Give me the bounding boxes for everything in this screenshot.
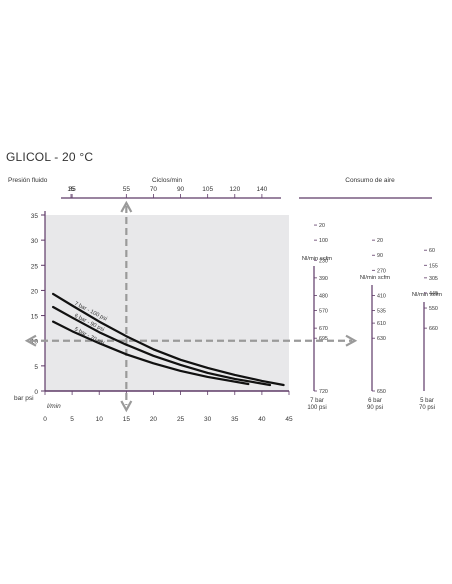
x-tick-label: 10: [96, 416, 104, 423]
series-line: [52, 320, 250, 386]
air-scale-footer: 90 psi: [367, 405, 383, 411]
air-consumption-title: Consumo de aire: [345, 177, 395, 184]
air-scale-value: 270: [377, 268, 386, 274]
air-scale-value: 550: [429, 306, 438, 312]
air-scale-value: 650: [377, 389, 386, 395]
air-scale-value: 90: [377, 253, 383, 259]
air-scale-value: 410: [377, 293, 386, 299]
cycles-axis-title: Ciclos/min: [152, 177, 182, 184]
x-tick-label: 40: [258, 416, 266, 423]
y-tick-label: 20: [31, 288, 39, 295]
air-scale-value: 305: [429, 276, 438, 282]
guide-arrow-down: [120, 400, 133, 413]
air-scale-value: 720: [319, 389, 328, 395]
air-scale-value: 610: [377, 321, 386, 327]
cycles-tick-label: 55: [123, 186, 131, 193]
guide-arrow-left: [24, 334, 37, 347]
air-scale-value: 155: [429, 263, 438, 269]
series-line: [52, 305, 272, 387]
cycles-tick-label: 15: [67, 186, 75, 193]
x-tick-label: 25: [177, 416, 185, 423]
air-scale-value: 390: [319, 276, 328, 282]
cycles-tick-label: 70: [150, 186, 158, 193]
cycles-tick-label: 140: [256, 186, 267, 193]
x-tick-label: 5: [70, 416, 74, 423]
air-scale-value: 20: [319, 223, 325, 229]
plot-area: [45, 215, 289, 391]
air-scale-footer: 70 psi: [419, 405, 435, 411]
y-tick-label: 0: [34, 389, 38, 396]
air-scale-header: Nl/min scfm: [302, 256, 332, 262]
series-line: [52, 292, 285, 387]
y-tick-label: 5: [34, 364, 38, 371]
page-title: GLICOL - 20 °C: [6, 150, 94, 164]
air-scale-value: 60: [429, 248, 435, 254]
air-scale-value: 100: [319, 238, 328, 244]
air-scale-value: 440: [429, 291, 438, 297]
air-scale-value: 695: [319, 336, 328, 342]
x-tick-label: 30: [204, 416, 212, 423]
air-scale-footer: 100 psi: [307, 405, 326, 411]
y-tick-label: 25: [31, 263, 39, 270]
air-scale-value: 230: [319, 258, 328, 264]
x-tick-label: 20: [150, 416, 158, 423]
x-tick-label: 15: [123, 416, 131, 423]
y-tick-label: 35: [31, 213, 39, 220]
y-tick-label: 30: [31, 238, 39, 245]
cycles-tick-label: 35: [68, 186, 76, 193]
y-tick-label: 10: [31, 339, 39, 346]
y-tick-label: 15: [31, 314, 39, 321]
air-scale-value: 480: [319, 293, 328, 299]
cycles-tick-label: 120: [229, 186, 240, 193]
x-tick-label: 0: [43, 416, 47, 423]
guide-arrow-up: [120, 200, 133, 213]
pressure-axis-title: Presión fluido: [8, 177, 48, 184]
air-scale-footer: 5 bar: [420, 398, 434, 404]
flow-unit-label: l/min: [47, 403, 61, 410]
pressure-units-label: bar psi: [14, 395, 34, 402]
air-scale-value: 535: [377, 309, 386, 315]
cycles-tick-label: 90: [177, 186, 185, 193]
air-scale-value: 570: [319, 309, 328, 315]
air-scale-value: 630: [377, 336, 386, 342]
air-scale-footer: 6 bar: [368, 398, 382, 404]
cycles-tick-label: 105: [202, 186, 213, 193]
air-scale-value: 670: [319, 326, 328, 332]
x-tick-label: 35: [231, 416, 239, 423]
air-scale-value: 660: [429, 326, 438, 332]
air-scale-header: Nl/min scfm: [360, 275, 390, 281]
air-scale-value: 20: [377, 238, 383, 244]
air-scale-footer: 7 bar: [310, 398, 324, 404]
guide-arrow-right: [345, 334, 358, 347]
air-scale-header: Nl/min scfm: [412, 292, 442, 298]
x-tick-label: 45: [285, 416, 293, 423]
